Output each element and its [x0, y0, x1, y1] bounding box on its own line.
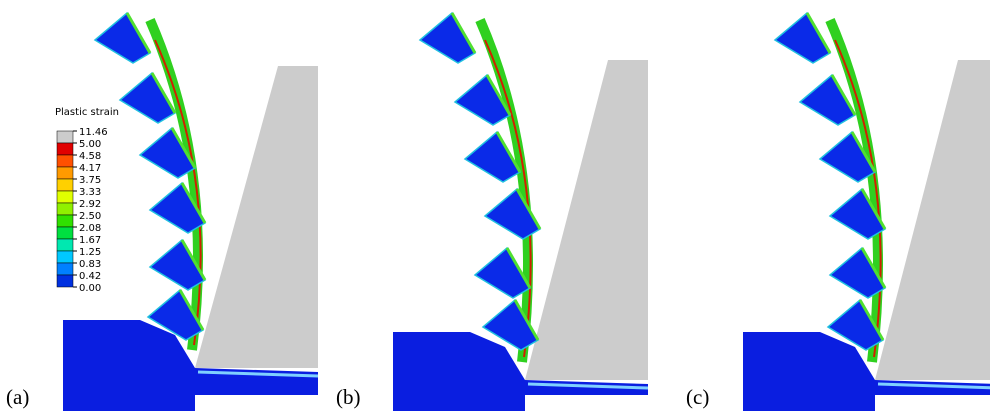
- legend-swatch: [57, 131, 73, 143]
- tool: [875, 60, 990, 380]
- legend-label: 4.17: [79, 163, 101, 174]
- panel: (c): [686, 13, 990, 411]
- legend-swatch: [57, 239, 73, 251]
- tool: [195, 66, 318, 368]
- legend-label: 1.67: [79, 235, 101, 246]
- legend: Plastic strain 11.465.004.584.173.753.33…: [55, 107, 119, 294]
- panels: (a) (b) (c): [6, 13, 990, 411]
- legend-label: 0.42: [79, 271, 101, 282]
- panel-label: (c): [686, 385, 709, 409]
- legend-label: 0.00: [79, 283, 101, 294]
- legend-label: 3.75: [79, 175, 101, 186]
- legend-label: 1.25: [79, 247, 101, 258]
- figure: (a) (b) (c) Plastic strain 11.465.004.584.…: [0, 0, 990, 411]
- legend-label: 0.83: [79, 259, 101, 270]
- legend-swatch: [57, 143, 73, 155]
- tool: [525, 60, 648, 380]
- legend-swatch: [57, 203, 73, 215]
- legend-swatch: [57, 227, 73, 239]
- legend-swatch: [57, 167, 73, 179]
- legend-swatch: [57, 191, 73, 203]
- legend-label: 2.50: [79, 211, 101, 222]
- legend-label: 2.08: [79, 223, 101, 234]
- legend-label: 2.92: [79, 199, 101, 210]
- legend-swatch: [57, 263, 73, 275]
- panel-label: (b): [336, 385, 361, 409]
- legend-swatch: [57, 215, 73, 227]
- legend-label: 5.00: [79, 139, 101, 150]
- legend-swatch: [57, 275, 73, 287]
- legend-label: 11.46: [79, 127, 108, 138]
- legend-label: 4.58: [79, 151, 101, 162]
- legend-swatch: [57, 155, 73, 167]
- legend-swatch: [57, 251, 73, 263]
- legend-swatch: [57, 179, 73, 191]
- panel: (a): [6, 13, 318, 411]
- legend-title: Plastic strain: [55, 107, 119, 118]
- panel-label: (a): [6, 385, 29, 409]
- legend-label: 3.33: [79, 187, 101, 198]
- panel: (b): [336, 13, 648, 411]
